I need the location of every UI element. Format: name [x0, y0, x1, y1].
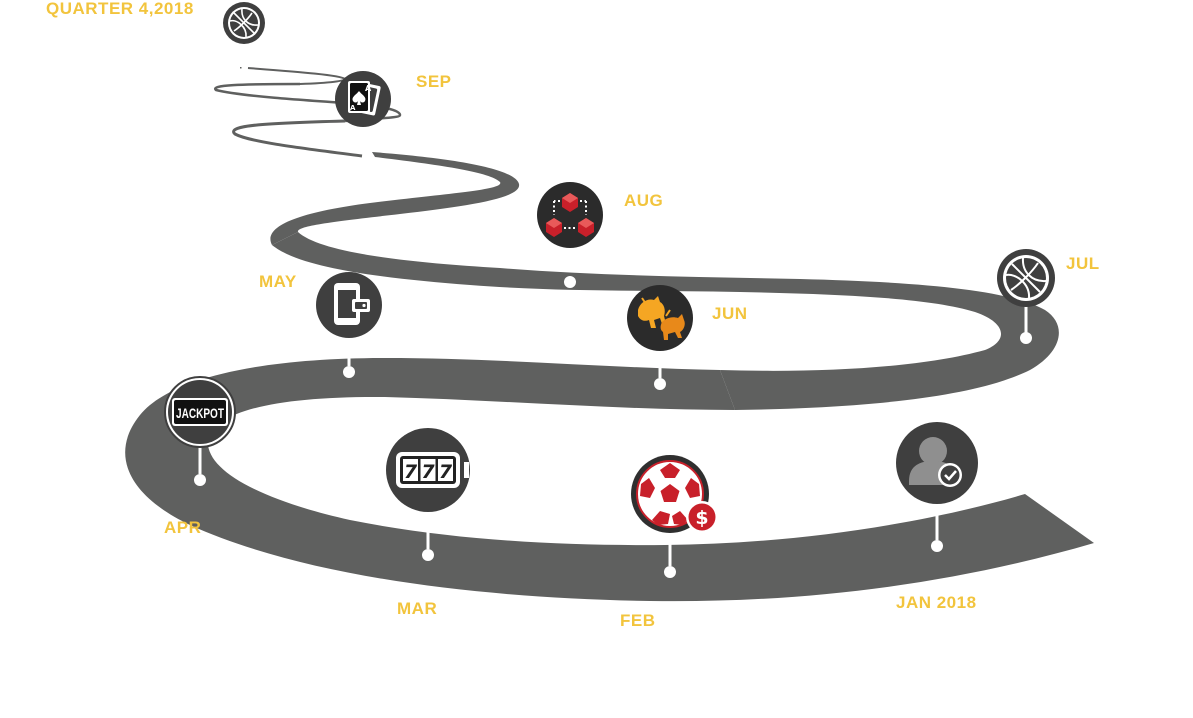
- jackpot-text: JACKPOT: [176, 405, 224, 421]
- road-trail-3: [247, 67, 347, 85]
- card-letter-bottom: A: [350, 104, 356, 112]
- basketball-icon-q4: [223, 2, 265, 44]
- slot-digit-3: 7: [439, 461, 453, 483]
- slot-digit-1: 7: [404, 461, 418, 483]
- pin-jul: [1020, 306, 1032, 344]
- label-mar: MAR: [397, 599, 438, 618]
- blockchain-icon: [537, 182, 603, 248]
- slot-digit-2: 7: [421, 461, 435, 483]
- card-letter-top: A: [365, 84, 372, 93]
- timeline-pins: [194, 276, 1032, 578]
- label-aug: AUG: [624, 191, 664, 210]
- road-band-middle: [272, 232, 1059, 410]
- label-may: MAY: [259, 272, 297, 291]
- road-band-bottom: [125, 358, 1094, 602]
- label-jun: JUN: [712, 304, 748, 323]
- soccer-ball-dollar-icon: $: [631, 455, 718, 533]
- user-check-icon: [896, 422, 978, 504]
- dollar-badge: $: [686, 501, 718, 533]
- basketball-icon: [997, 249, 1055, 307]
- label-jul: JUL: [1066, 254, 1100, 273]
- label-apr: APR: [164, 518, 202, 537]
- label-sep: SEP: [416, 72, 452, 91]
- label-feb: FEB: [620, 611, 656, 630]
- pin-mar: [422, 510, 434, 561]
- pin-jan: [931, 500, 943, 552]
- label-jan-2018: JAN 2018: [896, 593, 977, 612]
- dollar-sign: $: [695, 507, 708, 529]
- slot-machine-777-icon: 7 7 7: [386, 428, 470, 512]
- pin-apr: [194, 445, 206, 486]
- road-trail-2: [214, 82, 402, 123]
- road-trail-1: [232, 119, 363, 158]
- pin-may: [343, 338, 355, 378]
- label-q4-2018: QUARTER 4,2018: [46, 0, 194, 18]
- pin-jun: [654, 350, 666, 390]
- jackpot-icon: JACKPOT: [164, 376, 236, 448]
- pin-feb: [664, 530, 676, 578]
- pin-aug: [564, 276, 576, 288]
- road-band-upper: [270, 152, 520, 245]
- playing-cards-icon: A A: [335, 71, 391, 127]
- mobile-wallet-icon: [316, 272, 382, 338]
- bull-bear-icon: [627, 285, 693, 351]
- winding-road: [125, 67, 1094, 602]
